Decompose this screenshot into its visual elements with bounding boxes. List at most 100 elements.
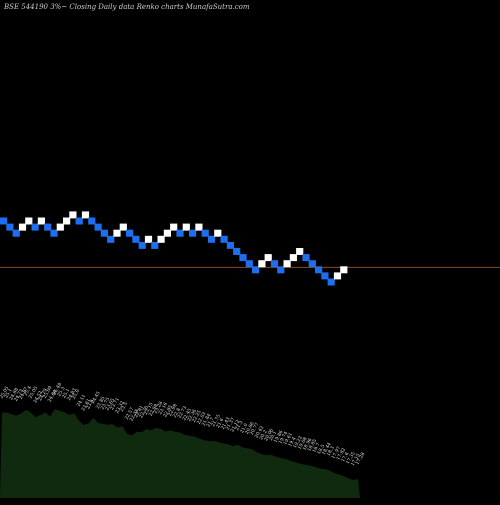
bottom-value-label: 22.57	[124, 406, 136, 420]
renko-brick-up	[283, 260, 291, 268]
renko-brick-down	[201, 229, 209, 237]
bottom-value-label: 24.73	[13, 388, 25, 402]
bottom-value-label: 19.4	[287, 436, 297, 448]
bottom-value-label: 18.44	[321, 442, 333, 456]
bottom-labels: 25.0525.124.8824.7324.9725.425.0524.5224…	[0, 382, 366, 467]
renko-brick-down	[252, 266, 260, 274]
bottom-value-label: 25.4	[23, 385, 33, 397]
bottom-value-label: 20.1	[268, 430, 278, 442]
bottom-value-label: 24.64	[47, 389, 59, 403]
bottom-value-label: 21.37	[225, 417, 237, 431]
bottom-value-label: 23.28	[152, 400, 164, 414]
renko-brick-down	[126, 229, 134, 237]
renko-brick-up	[113, 229, 121, 237]
renko-brick-down	[138, 241, 146, 249]
renko-brick-down	[50, 229, 58, 237]
bottom-value-label: 23.15	[143, 402, 155, 416]
renko-brick-down	[88, 217, 96, 225]
renko-brick-down	[233, 248, 241, 255]
renko-brick-down	[151, 241, 159, 249]
renko-brick-up	[296, 248, 304, 255]
bottom-value-label: 22.98	[148, 403, 160, 417]
renko-brick-up	[144, 235, 153, 243]
renko-brick-down	[302, 254, 310, 262]
bottom-value-label: 17.15	[350, 453, 362, 467]
renko-brick-down	[44, 223, 52, 231]
renko-brick-up	[63, 217, 71, 225]
renko-brick-down	[308, 260, 316, 268]
bottom-value-label: 23.8	[85, 398, 95, 410]
bottom-value-label: 25.05	[0, 385, 10, 399]
bottom-value-label: 25.0	[71, 388, 81, 400]
bottom-value-label: 22.8	[172, 407, 182, 419]
bottom-value-label: 23.85	[95, 396, 107, 410]
bottom-value-label: 19.22	[292, 435, 304, 449]
bottom-value-label: 23.65	[104, 397, 116, 411]
bottom-value-label: 24.79	[37, 388, 49, 402]
bottom-value-label: 24.97	[18, 386, 30, 400]
bottom-value-label: 22.73	[177, 405, 189, 419]
renko-brick-up	[37, 217, 45, 225]
renko-brick-up	[264, 254, 272, 262]
renko-brick-up	[170, 223, 178, 231]
bottom-value-label: 25.05	[27, 385, 39, 399]
bottom-value-label: 23.75	[100, 396, 112, 410]
bottom-value-label: 20.77	[249, 422, 261, 436]
renko-bricks	[0, 211, 348, 286]
renko-brick-down	[107, 235, 115, 243]
renko-brick-up	[340, 266, 348, 274]
bottom-value-label: 22.81	[133, 404, 145, 418]
renko-brick-down	[270, 260, 279, 268]
renko-brick-up	[258, 260, 266, 268]
bottom-value-label: 17.97	[330, 446, 342, 460]
renko-brick-down	[327, 278, 335, 286]
renko-brick-down	[100, 229, 108, 237]
renko-brick-up	[333, 272, 342, 280]
renko-brick-up	[56, 223, 64, 231]
bottom-value-label: 19.86	[273, 429, 285, 443]
bottom-value-label: 25.1	[61, 387, 71, 399]
bottom-value-label: 22.38	[128, 408, 140, 422]
bottom-value-label: 25.3	[56, 386, 66, 398]
renko-brick-up	[289, 254, 297, 262]
bottom-value-label: 21.75	[210, 413, 222, 427]
bottom-value-label: 25.09	[42, 385, 54, 399]
renko-brick-up	[69, 211, 77, 219]
bottom-value-label: 22.45	[181, 407, 193, 421]
renko-brick-down	[315, 266, 323, 274]
bottom-value-label: 24.52	[32, 390, 44, 404]
renko-brick-up	[157, 235, 165, 243]
renko-brick-down	[132, 235, 140, 243]
renko-brick-up	[119, 223, 127, 231]
bottom-value-label: 19.74	[278, 431, 290, 445]
renko-brick-up	[182, 223, 190, 231]
renko-brick-down	[12, 229, 20, 237]
bottom-value-label: 21.84	[201, 413, 213, 427]
renko-brick-down	[239, 254, 247, 262]
bottom-value-label: 25.1	[3, 387, 13, 399]
renko-brick-up	[214, 229, 222, 237]
renko-brick-down	[245, 260, 253, 268]
bottom-value-label: 22.98	[167, 403, 179, 417]
bottom-value-label: 18.7	[311, 442, 321, 454]
bottom-value-label: 17.35	[345, 451, 357, 465]
bottom-value-label: 22.03	[196, 411, 208, 425]
bottom-value-label: 24.11	[76, 393, 88, 407]
bottom-value-label: 17.28	[355, 451, 367, 465]
bottom-value-label: 18.85	[306, 438, 318, 452]
bottom-value-label: 23.61	[80, 398, 92, 412]
renko-brick-down	[207, 235, 216, 243]
bottom-value-label: 22.25	[191, 409, 203, 423]
renko-brick-down	[226, 241, 234, 249]
bottom-value-label: 17.82	[335, 447, 347, 461]
renko-brick-down	[321, 272, 329, 280]
renko-brick-up	[163, 229, 171, 237]
renko-brick-down	[94, 223, 102, 231]
bottom-value-label: 22.85	[162, 404, 174, 418]
bottom-value-label: 23.32	[114, 400, 126, 414]
renko-brick-down	[277, 266, 285, 274]
renko-brick-up	[81, 211, 90, 219]
renko-brick-up	[195, 223, 203, 231]
renko-brick-down	[31, 223, 39, 231]
